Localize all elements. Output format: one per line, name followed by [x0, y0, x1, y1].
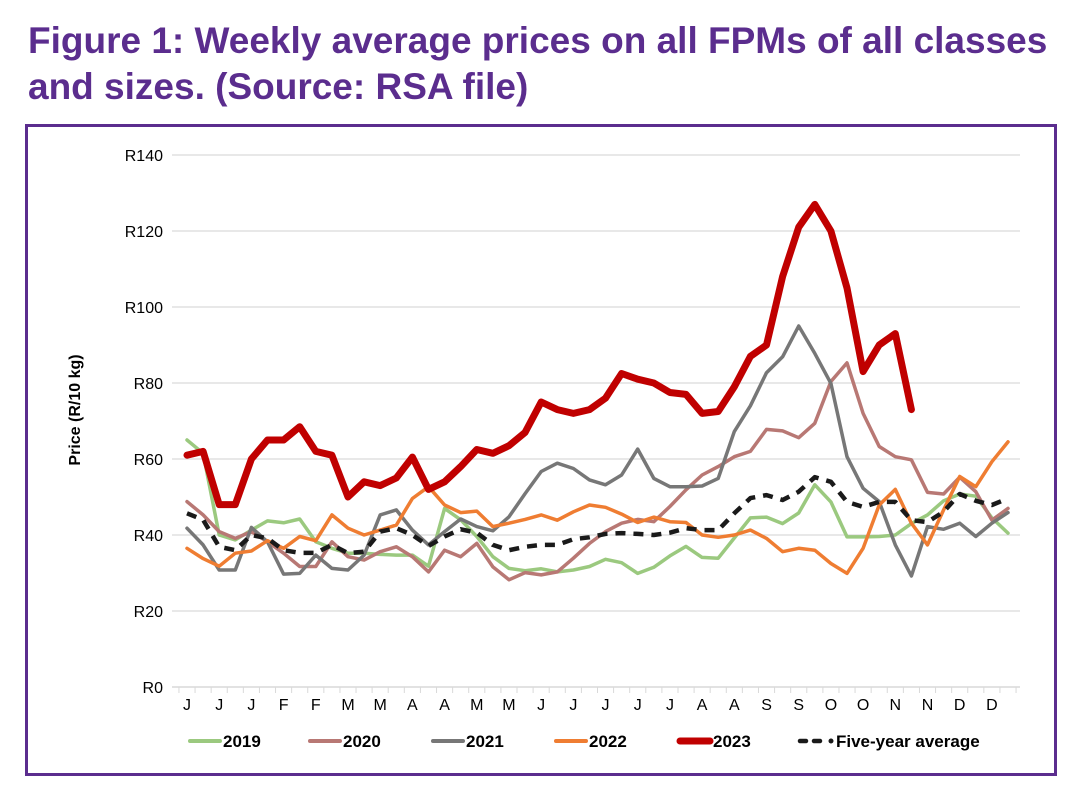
x-tick-label: N [922, 697, 934, 714]
x-tick-label: J [569, 697, 577, 714]
series-lines [183, 200, 1010, 582]
x-tick-label: J [215, 697, 223, 714]
x-tick-label: D [954, 697, 966, 714]
chart-frame [25, 124, 1057, 776]
series-line-five-year-average [186, 474, 1009, 556]
legend-label: 2021 [466, 732, 504, 751]
x-tick-label: J [666, 697, 674, 714]
legend-item: Five-year average [797, 732, 980, 751]
y-axis-ticks: R0 R20 R40 R60 R80 R100 R120 R140 [125, 148, 163, 697]
x-tick-label: J [537, 697, 545, 714]
x-tick-label: N [890, 697, 902, 714]
legend-label: 2020 [343, 732, 381, 751]
series-line-2019 [185, 438, 1010, 576]
y-tick-label: R0 [143, 680, 164, 697]
y-tick-label: R120 [125, 224, 163, 241]
x-tick-label: F [311, 697, 321, 714]
legend-label: Five-year average [836, 732, 980, 751]
x-tick-label: A [729, 697, 740, 714]
x-tick-label: S [761, 697, 772, 714]
y-tick-label: R20 [134, 604, 163, 621]
x-tick-label: F [279, 697, 289, 714]
legend-label: 2019 [223, 732, 261, 751]
gridlines [172, 154, 1020, 612]
figure-title: Figure 1: Weekly average prices on all F… [28, 20, 1048, 107]
legend-item: 2023 [676, 732, 751, 751]
legend-item: 2020 [308, 732, 381, 751]
y-tick-label: R80 [134, 376, 163, 393]
legend-item: 2021 [431, 732, 504, 751]
x-tick-label: J [247, 697, 255, 714]
x-tick-label: O [857, 697, 869, 714]
x-tick-label: J [183, 697, 191, 714]
series-line-2023 [183, 200, 915, 509]
legend-swatch-dot [828, 738, 834, 744]
legend-item: 2019 [188, 732, 261, 751]
series-line-2020 [185, 361, 1010, 582]
legend-label: 2023 [713, 732, 751, 751]
series-line-2022 [185, 440, 1010, 576]
y-tick-label: R140 [125, 148, 163, 165]
y-axis-label: Price (R/10 kg) [67, 354, 84, 465]
y-tick-label: R100 [125, 300, 163, 317]
legend-label: 2022 [589, 732, 627, 751]
x-tick-label: O [825, 697, 837, 714]
x-tick-label: J [634, 697, 642, 714]
x-tick-label: M [470, 697, 483, 714]
x-tick-label: S [793, 697, 804, 714]
x-tick-label: M [374, 697, 387, 714]
x-tick-label: A [439, 697, 450, 714]
x-tick-label: A [407, 697, 418, 714]
legend-item: 2022 [554, 732, 627, 751]
legend: 2019 2020 2021 2022 2023 Five-year average [188, 732, 980, 751]
x-tick-label: A [697, 697, 708, 714]
x-tick-label: D [986, 697, 998, 714]
x-tick-label: M [502, 697, 515, 714]
y-tick-label: R60 [134, 452, 163, 469]
series-line-2021 [185, 324, 1010, 578]
x-tick-label: M [341, 697, 354, 714]
y-tick-label: R40 [134, 528, 163, 545]
x-tick-label: J [602, 697, 610, 714]
